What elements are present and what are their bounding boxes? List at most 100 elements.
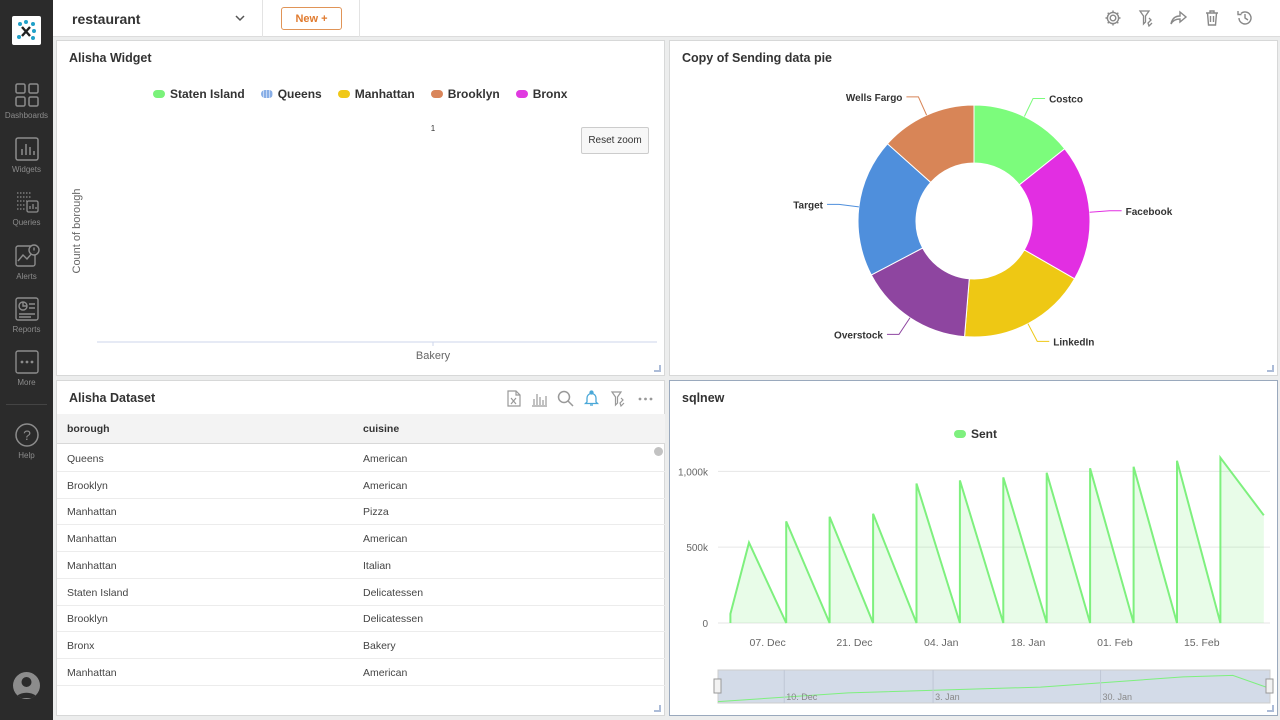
table-row[interactable]: Manhattan American	[57, 525, 665, 553]
dataset-widget-panel: Alisha Dataset borough cuisine Queens Ame…	[56, 380, 665, 716]
navigator-range[interactable]	[717, 669, 1271, 704]
bar-chart: Count of borough 1 Bakery	[71, 124, 657, 362]
chart-legend: Sent	[954, 427, 997, 441]
resize-handle[interactable]	[1267, 705, 1274, 712]
x-tick-label: 04. Jan	[924, 637, 959, 649]
table-row[interactable]: Manhattan American	[57, 659, 665, 686]
search-icon[interactable]	[557, 390, 574, 407]
excel-export-icon[interactable]	[505, 390, 522, 407]
pie-slice-wells-fargo[interactable]	[886, 104, 975, 184]
dashboards-icon	[14, 83, 39, 107]
legend-label: Manhattan	[354, 87, 415, 101]
sidebar-item-reports[interactable]: Reports	[0, 296, 53, 334]
history-icon[interactable]	[1236, 9, 1254, 27]
series-line-sent[interactable]	[729, 454, 1265, 624]
pie-connector-linkedin	[1027, 323, 1050, 342]
sidebar-divider	[6, 404, 47, 405]
navigator-left-handle[interactable]	[713, 678, 722, 694]
sidebar-item-label: Dashboards	[4, 111, 49, 120]
table-row[interactable]: Manhattan Italian	[57, 552, 665, 579]
legend-label: Queens	[277, 87, 322, 101]
app-logo[interactable]	[12, 16, 41, 45]
x-tick-label: 18. Jan	[1011, 637, 1046, 649]
legend-item-manhattan[interactable]: Manhattan	[337, 87, 415, 101]
dashboard-name: restaurant	[72, 11, 141, 27]
area-fill-sent	[730, 457, 1264, 623]
pie-label-linkedin: LinkedIn	[1053, 337, 1094, 348]
cell-cuisine: American	[363, 453, 408, 465]
pie-label-wells-fargo: Wells Fargo	[846, 93, 903, 104]
navigator-right-handle[interactable]	[1265, 678, 1274, 694]
table-row[interactable]: Brooklyn Delicatessen	[57, 605, 665, 633]
sidebar-item-help[interactable]: ? Help	[0, 422, 53, 460]
user-avatar[interactable]	[13, 672, 40, 699]
svg-text:?: ?	[23, 427, 31, 443]
sidebar-item-more[interactable]: More	[0, 349, 53, 387]
x-tick-label: 07. Dec	[750, 637, 786, 649]
cell-cuisine: Bakery	[363, 639, 396, 652]
pie-connector-target	[827, 203, 859, 208]
table-scrollbar[interactable]	[654, 447, 663, 456]
sidebar-item-dashboards[interactable]: Dashboards	[0, 82, 53, 120]
top-bar: restaurant New +	[53, 0, 1280, 37]
pie-chart: Costco Facebook LinkedIn Overstock Target Wel…	[793, 93, 1173, 349]
legend-item-staten-island[interactable]: Staten Island	[153, 87, 245, 101]
column-header-cuisine[interactable]: cuisine	[363, 423, 400, 435]
cell-cuisine: American	[363, 479, 408, 492]
pie-widget-panel: Copy of Sending data pie Costco Facebook L…	[669, 40, 1278, 376]
table-row[interactable]: Queens American	[57, 445, 665, 472]
pie-label-target: Target	[793, 200, 823, 211]
cell-borough: Brooklyn	[67, 613, 108, 626]
filter-icon[interactable]	[610, 390, 627, 407]
sidebar-item-alerts[interactable]: Alerts	[0, 243, 53, 281]
chart-legend: Staten Island Queens Manhattan Brooklyn …	[153, 87, 567, 101]
resize-handle[interactable]	[1267, 365, 1274, 372]
x-tick-label: Bakery	[416, 350, 451, 362]
legend-swatch	[954, 430, 966, 438]
reset-zoom-button[interactable]: Reset zoom	[581, 127, 649, 154]
pie-connector-facebook	[1089, 210, 1122, 213]
table-row[interactable]: Bronx Bakery	[57, 632, 665, 659]
y-tick-label: 0	[702, 619, 708, 630]
alert-bell-icon[interactable]	[583, 390, 600, 407]
table-row[interactable]: Staten Island Delicatessen	[57, 579, 665, 606]
cell-borough: Queens	[67, 453, 104, 465]
column-header-borough[interactable]: borough	[67, 423, 110, 435]
trash-icon[interactable]	[1203, 9, 1221, 27]
resize-handle[interactable]	[654, 365, 661, 372]
legend-item-brooklyn[interactable]: Brooklyn	[430, 87, 500, 101]
chevron-down-icon	[235, 15, 245, 22]
chart-view-icon[interactable]	[531, 390, 548, 407]
widget-title: Alisha Dataset	[69, 391, 156, 405]
new-button[interactable]: New +	[281, 7, 342, 30]
sidebar-item-queries[interactable]: Queries	[0, 189, 53, 227]
resize-handle[interactable]	[654, 705, 661, 712]
sidebar-item-widgets[interactable]: Widgets	[0, 136, 53, 174]
legend-item-sent[interactable]: Sent	[954, 427, 997, 441]
gear-icon[interactable]	[1104, 9, 1122, 27]
table-row[interactable]: Brooklyn American	[57, 472, 665, 499]
legend-swatch	[153, 90, 165, 98]
sidebar-item-label: Reports	[12, 325, 41, 334]
y-tick-label: 500k	[686, 543, 709, 554]
pie-slice-facebook[interactable]	[1018, 148, 1091, 280]
sidebar-item-label: Widgets	[12, 165, 41, 174]
cell-borough: Manhattan	[67, 533, 117, 546]
legend-swatch	[430, 90, 443, 98]
x-tick-label: 21. Dec	[836, 637, 872, 649]
queries-icon	[16, 192, 39, 213]
share-icon[interactable]	[1170, 9, 1188, 27]
pie-label-overstock: Overstock	[834, 330, 883, 341]
pie-connector-costco	[1023, 97, 1046, 117]
dashboard-selector[interactable]: restaurant	[53, 0, 263, 37]
sidebar-item-label: Alerts	[16, 272, 37, 281]
more-options-icon[interactable]	[637, 390, 654, 407]
table-row[interactable]: Manhattan Pizza	[57, 498, 665, 526]
filter-icon[interactable]	[1137, 9, 1155, 27]
legend-item-bronx[interactable]: Bronx	[515, 87, 567, 101]
legend-item-queens[interactable]: Queens	[260, 87, 322, 101]
cell-cuisine: American	[363, 533, 408, 546]
pie-label-facebook: Facebook	[1126, 207, 1173, 218]
y-axis-label: Count of borough	[71, 188, 83, 273]
x-tick-label: 15. Feb	[1184, 637, 1220, 649]
